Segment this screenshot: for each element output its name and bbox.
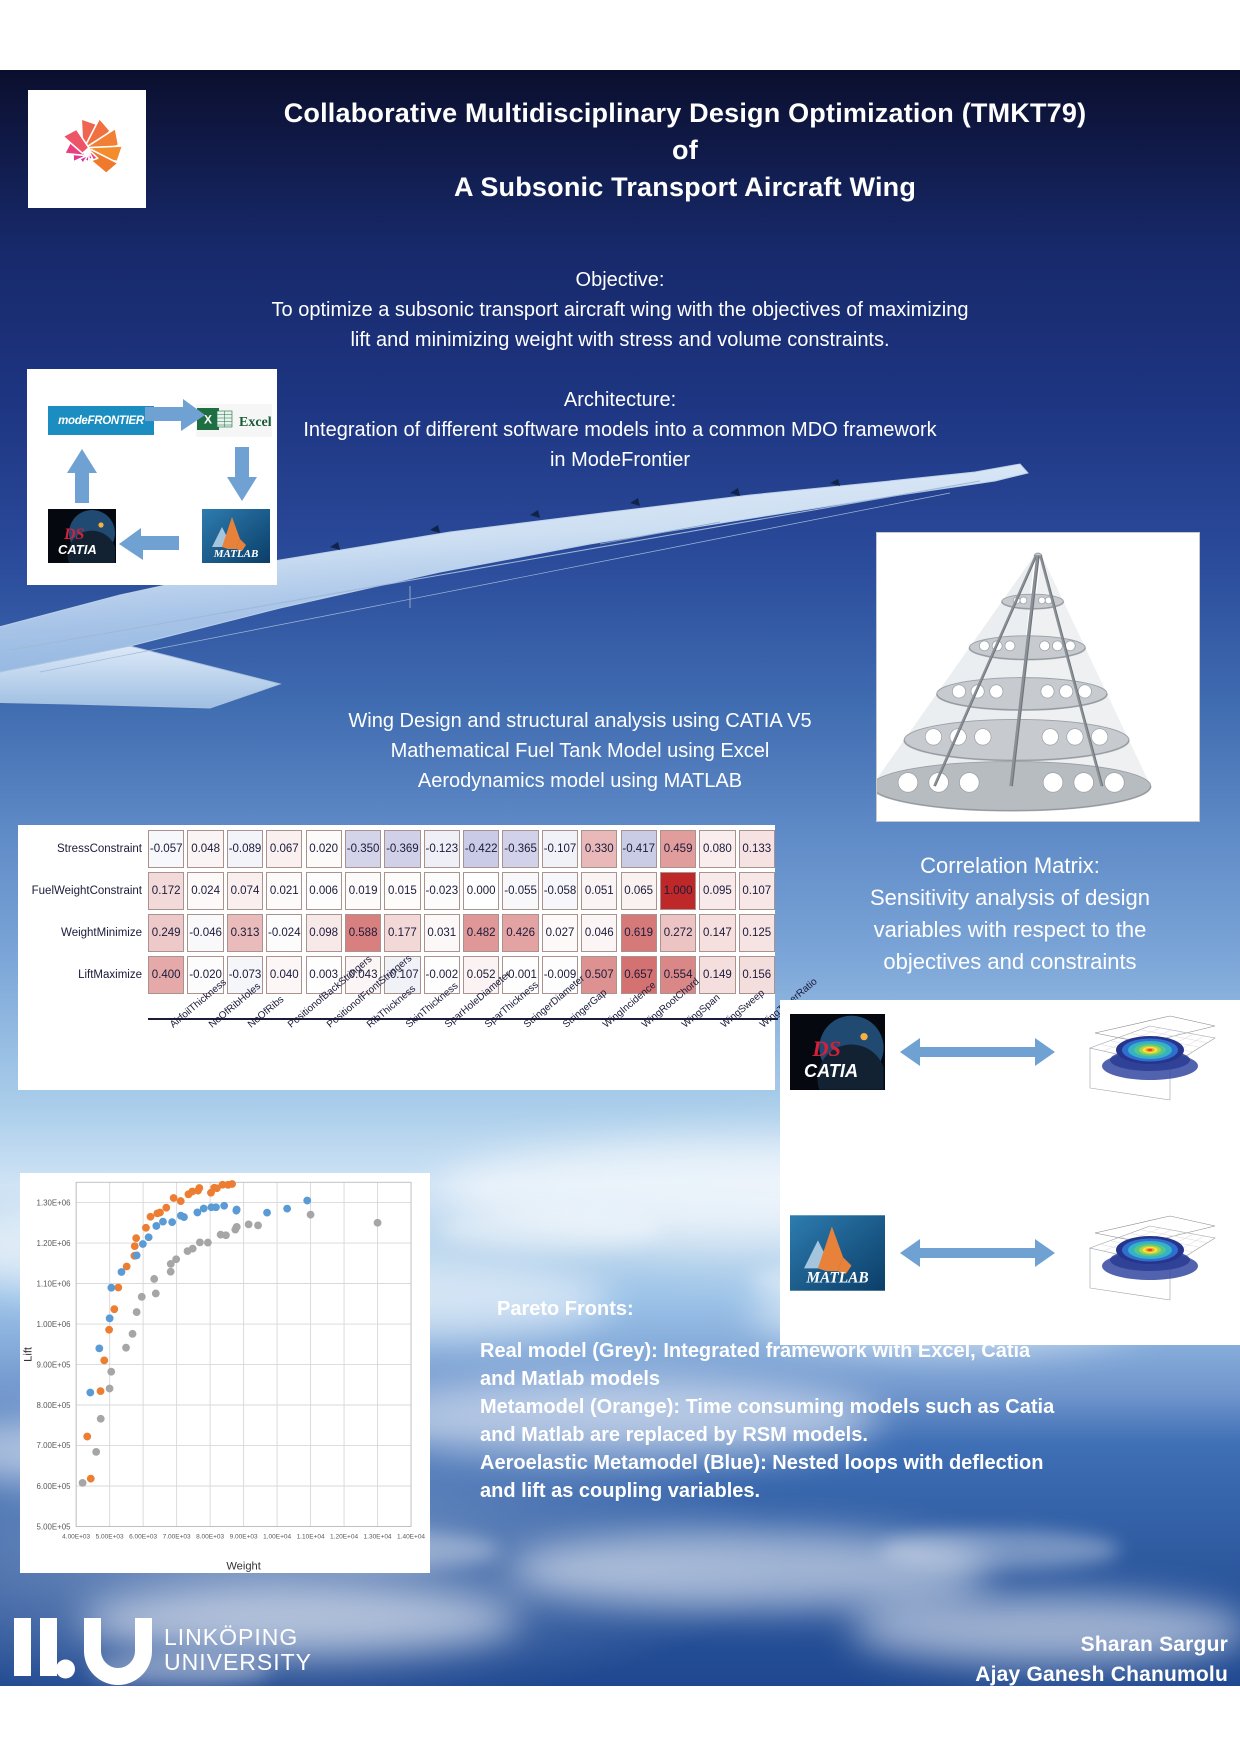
svg-text:9.00E+03: 9.00E+03: [230, 1534, 258, 1541]
svg-text:6.00E+05: 6.00E+05: [37, 1482, 72, 1491]
svg-text:X: X: [204, 412, 212, 426]
svg-text:5.00E+03: 5.00E+03: [96, 1534, 124, 1541]
svg-text:Lift: Lift: [23, 1346, 35, 1362]
svg-text:DS: DS: [811, 1036, 841, 1061]
svg-text:9.00E+05: 9.00E+05: [37, 1360, 72, 1369]
svg-text:8.00E+03: 8.00E+03: [196, 1534, 224, 1541]
svg-text:1.00E+04: 1.00E+04: [263, 1534, 291, 1541]
svg-text:6.00E+03: 6.00E+03: [129, 1534, 157, 1541]
svg-text:7.00E+03: 7.00E+03: [163, 1534, 191, 1541]
svg-text:5.00E+05: 5.00E+05: [37, 1522, 72, 1531]
svg-text:1.00E+06: 1.00E+06: [37, 1320, 72, 1329]
svg-text:1.30E+06: 1.30E+06: [37, 1198, 72, 1207]
svg-text:LINKÖPING: LINKÖPING: [164, 1624, 298, 1650]
svg-text:DS: DS: [63, 526, 85, 543]
svg-text:Weight: Weight: [226, 1560, 261, 1572]
svg-text:1.20E+06: 1.20E+06: [37, 1239, 72, 1248]
svg-text:MATLAB: MATLAB: [805, 1269, 868, 1286]
svg-text:4.00E+03: 4.00E+03: [62, 1534, 90, 1541]
svg-text:1.10E+04: 1.10E+04: [297, 1534, 325, 1541]
svg-text:CATIA: CATIA: [804, 1061, 858, 1081]
svg-text:1.40E+04: 1.40E+04: [397, 1534, 425, 1541]
svg-text:CATIA: CATIA: [58, 542, 97, 557]
svg-text:7.00E+05: 7.00E+05: [37, 1441, 72, 1450]
svg-text:1.20E+04: 1.20E+04: [330, 1534, 358, 1541]
svg-text:1.30E+04: 1.30E+04: [364, 1534, 392, 1541]
svg-text:MATLAB: MATLAB: [213, 548, 259, 560]
svg-text:UNIVERSITY: UNIVERSITY: [164, 1649, 312, 1675]
svg-text:1.10E+06: 1.10E+06: [37, 1279, 72, 1288]
svg-text:8.00E+05: 8.00E+05: [37, 1401, 72, 1410]
svg-text:Excel: Excel: [239, 415, 271, 430]
